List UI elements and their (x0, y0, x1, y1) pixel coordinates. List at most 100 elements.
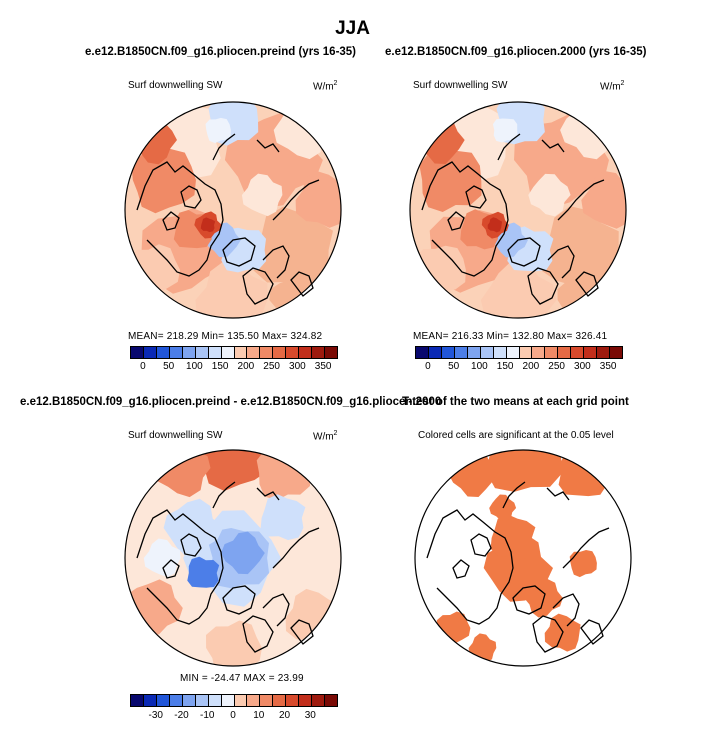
colorbar-tick-label: 10 (253, 710, 265, 721)
colorbar-swatch (584, 347, 598, 358)
field-region (200, 217, 216, 233)
colorbar-swatch (182, 347, 196, 358)
colorbar-tick-label: 300 (574, 361, 591, 372)
field-region (252, 206, 333, 291)
significant-region (569, 550, 597, 578)
field-region (206, 620, 262, 666)
panel3-title: e.e12.B1850CN.f09_g16.pliocen.preind - e… (20, 396, 442, 408)
colorbar-swatch (545, 347, 559, 358)
colorbar-swatch (416, 347, 429, 358)
colorbar-swatch (169, 695, 183, 706)
colorbar-swatch (182, 695, 196, 706)
colorbar-tick-label: 200 (522, 361, 540, 372)
colorbar-tick-label: 100 (186, 361, 203, 372)
colorbar-swatch (286, 695, 300, 706)
colorbar-tick-label: 250 (263, 361, 280, 372)
colorbar-swatch (467, 347, 481, 358)
field-region (197, 450, 271, 491)
map-panel2 (409, 101, 627, 319)
panel4-title: T-test of the two means at each grid poi… (402, 396, 629, 408)
colorbar-tick-label: 350 (599, 361, 617, 372)
significant-region (558, 450, 609, 497)
colorbar-swatch (208, 347, 222, 358)
main-title: JJA (335, 18, 370, 39)
colorbar-swatch (312, 347, 326, 358)
panel1-stats: MEAN= 218.29 Min= 135.50 Max= 324.82 (128, 331, 323, 342)
colorbar-tick-label: 100 (471, 361, 488, 372)
colorbar-swatch (143, 695, 157, 706)
field-region (143, 538, 181, 578)
colorbar-tick-label: 150 (211, 361, 229, 372)
colorbar-tick-label: -10 (200, 710, 215, 721)
colorbar-tick-label: 0 (230, 710, 236, 721)
colorbar-tick-label: -20 (174, 710, 189, 721)
panel2-stats: MEAN= 216.33 Min= 132.80 Max= 326.41 (413, 331, 608, 342)
colorbar-swatch (519, 347, 533, 358)
colorbar-tick-label: 50 (163, 361, 175, 372)
colorbar-swatch (480, 347, 494, 358)
colorbar-swatch (195, 347, 209, 358)
field-region (260, 494, 306, 541)
colorbar-panel1-ticks: 0 50 100 150 200 250 300 350 (130, 361, 336, 373)
colorbar-swatch (597, 347, 611, 358)
colorbar-tick-label: 350 (314, 361, 332, 372)
colorbar-swatch (234, 695, 248, 706)
colorbar-tick-label: 0 (425, 361, 431, 372)
colorbar-tick-label: 0 (140, 361, 146, 372)
panel1-title: e.e12.B1850CN.f09_g16.pliocen.preind (yr… (85, 46, 357, 58)
colorbar-swatch (312, 695, 326, 706)
colorbar-panel2 (415, 346, 623, 359)
significant-region (490, 514, 536, 561)
colorbar-swatch (610, 347, 622, 358)
colorbar-swatch (506, 347, 520, 358)
map-border (124, 101, 342, 319)
colorbar-swatch (454, 347, 468, 358)
panel3-stats: MIN = -24.47 MAX = 23.99 (180, 673, 304, 684)
panel1-units: W/m2 (313, 80, 338, 93)
colorbar-swatch (260, 695, 274, 706)
colorbar-swatch (221, 347, 235, 358)
colorbar-tick-label: 300 (289, 361, 306, 372)
colorbar-tick-label: 50 (448, 361, 460, 372)
field-region (492, 118, 518, 143)
panel3-label: Surf downwelling SW (128, 430, 223, 441)
panel2-title: e.e12.B1850CN.f09_g16.pliocen.2000 (yrs … (385, 46, 647, 58)
field-region (195, 261, 268, 318)
colorbar-swatch (571, 347, 585, 358)
colorbar-swatch (299, 695, 313, 706)
map-panel3 (124, 449, 342, 667)
colorbar-swatch (493, 347, 507, 358)
colorbar-panel3 (130, 694, 338, 707)
map-panel1 (124, 101, 342, 319)
colorbar-swatch (247, 695, 261, 706)
colorbar-swatch (273, 347, 287, 358)
colorbar-swatch (234, 347, 248, 358)
colorbar-panel3-ticks: -30 -20 -10 0 10 20 30 (130, 710, 336, 722)
panel2-units: W/m2 (600, 80, 625, 93)
panel1-label: Surf downwelling SW (128, 80, 223, 91)
panel3-units: W/m2 (313, 430, 338, 443)
colorbar-tick-label: 200 (237, 361, 255, 372)
colorbar-swatch (260, 347, 274, 358)
colorbar-tick-label: 150 (496, 361, 514, 372)
colorbar-swatch (169, 347, 183, 358)
colorbar-swatch (273, 695, 287, 706)
colorbar-swatch (156, 347, 170, 358)
colorbar-swatch (558, 347, 572, 358)
map-panel4 (414, 449, 632, 667)
panel2-label: Surf downwelling SW (413, 80, 508, 91)
colorbar-swatch (221, 695, 235, 706)
colorbar-panel2-ticks: 0 50 100 150 200 250 300 350 (415, 361, 621, 373)
colorbar-swatch (532, 347, 546, 358)
colorbar-swatch (286, 347, 300, 358)
colorbar-swatch (299, 347, 313, 358)
colorbar-swatch (325, 347, 337, 358)
field-region (241, 173, 283, 217)
map-border (414, 449, 632, 667)
colorbar-panel1 (130, 346, 338, 359)
colorbar-swatch (195, 695, 209, 706)
field-region (528, 173, 571, 217)
field-region (131, 148, 196, 214)
colorbar-swatch (247, 347, 261, 358)
significant-region (485, 450, 563, 492)
